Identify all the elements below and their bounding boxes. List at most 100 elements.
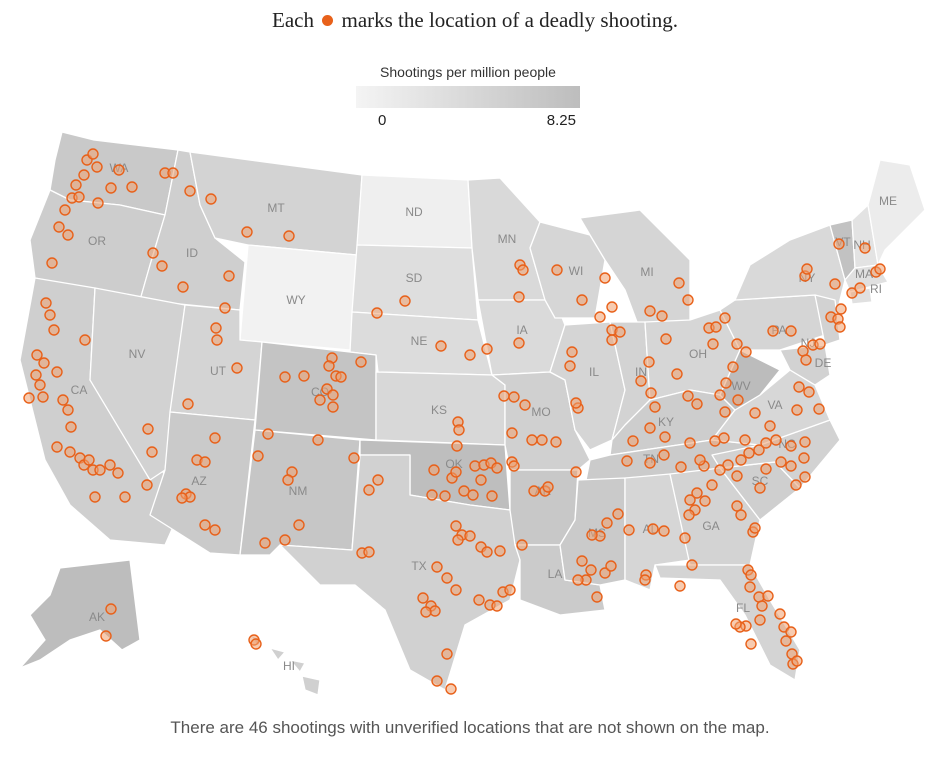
- shooting-marker[interactable]: [450, 520, 462, 532]
- shooting-marker[interactable]: [439, 490, 451, 502]
- shooting-marker[interactable]: [417, 592, 429, 604]
- shooting-marker[interactable]: [464, 530, 476, 542]
- shooting-marker[interactable]: [719, 312, 731, 324]
- shooting-marker[interactable]: [686, 559, 698, 571]
- shooting-marker[interactable]: [431, 675, 443, 687]
- shooting-marker[interactable]: [506, 427, 518, 439]
- shooting-marker[interactable]: [141, 479, 153, 491]
- shooting-marker[interactable]: [656, 310, 668, 322]
- shooting-marker[interactable]: [785, 325, 797, 337]
- shooting-marker[interactable]: [475, 474, 487, 486]
- shooting-marker[interactable]: [859, 242, 871, 254]
- shooting-marker[interactable]: [209, 524, 221, 536]
- shooting-marker[interactable]: [205, 193, 217, 205]
- shooting-marker[interactable]: [643, 356, 655, 368]
- shooting-marker[interactable]: [739, 434, 751, 446]
- shooting-marker[interactable]: [833, 238, 845, 250]
- shooting-marker[interactable]: [104, 459, 116, 471]
- shooting-marker[interactable]: [450, 584, 462, 596]
- shooting-marker[interactable]: [231, 362, 243, 374]
- shooting-marker[interactable]: [486, 490, 498, 502]
- shooting-marker[interactable]: [732, 394, 744, 406]
- shooting-marker[interactable]: [586, 529, 598, 541]
- shooting-marker[interactable]: [623, 524, 635, 536]
- shooting-marker[interactable]: [612, 508, 624, 520]
- shooting-marker[interactable]: [59, 204, 71, 216]
- shooting-marker[interactable]: [675, 461, 687, 473]
- shooting-marker[interactable]: [791, 655, 803, 667]
- shooting-marker[interactable]: [426, 489, 438, 501]
- shooting-marker[interactable]: [813, 403, 825, 415]
- shooting-marker[interactable]: [62, 229, 74, 241]
- shooting-marker[interactable]: [279, 534, 291, 546]
- shooting-marker[interactable]: [105, 603, 117, 615]
- shooting-marker[interactable]: [614, 326, 626, 338]
- shooting-marker[interactable]: [731, 470, 743, 482]
- shooting-marker[interactable]: [51, 366, 63, 378]
- shooting-marker[interactable]: [452, 534, 464, 546]
- shooting-marker[interactable]: [874, 263, 886, 275]
- shooting-marker[interactable]: [770, 434, 782, 446]
- shooting-marker[interactable]: [241, 226, 253, 238]
- shooting-marker[interactable]: [250, 638, 262, 650]
- shooting-marker[interactable]: [323, 360, 335, 372]
- shooting-marker[interactable]: [762, 590, 774, 602]
- shooting-marker[interactable]: [516, 539, 528, 551]
- shooting-marker[interactable]: [679, 532, 691, 544]
- shooting-marker[interactable]: [576, 555, 588, 567]
- shooting-marker[interactable]: [100, 630, 112, 642]
- shooting-marker[interactable]: [754, 614, 766, 626]
- shooting-marker[interactable]: [645, 387, 657, 399]
- shooting-marker[interactable]: [735, 454, 747, 466]
- shooting-marker[interactable]: [644, 305, 656, 317]
- shooting-marker[interactable]: [83, 454, 95, 466]
- shooting-marker[interactable]: [53, 221, 65, 233]
- shooting-marker[interactable]: [785, 460, 797, 472]
- shooting-marker[interactable]: [785, 440, 797, 452]
- shooting-marker[interactable]: [312, 434, 324, 446]
- shooting-marker[interactable]: [112, 467, 124, 479]
- shooting-marker[interactable]: [719, 406, 731, 418]
- shooting-marker[interactable]: [38, 357, 50, 369]
- shooting-marker[interactable]: [744, 581, 756, 593]
- shooting-marker[interactable]: [720, 377, 732, 389]
- shooting-marker[interactable]: [327, 389, 339, 401]
- shooting-marker[interactable]: [793, 381, 805, 393]
- shooting-marker[interactable]: [528, 485, 540, 497]
- shooting-marker[interactable]: [363, 546, 375, 558]
- shooting-marker[interactable]: [441, 648, 453, 660]
- shooting-marker[interactable]: [182, 398, 194, 410]
- shooting-marker[interactable]: [854, 282, 866, 294]
- shooting-marker[interactable]: [327, 401, 339, 413]
- shooting-marker[interactable]: [513, 337, 525, 349]
- shooting-marker[interactable]: [445, 683, 457, 695]
- shooting-marker[interactable]: [481, 546, 493, 558]
- shooting-marker[interactable]: [605, 560, 617, 572]
- shooting-marker[interactable]: [753, 444, 765, 456]
- shooting-marker[interactable]: [146, 446, 158, 458]
- shooting-marker[interactable]: [372, 474, 384, 486]
- shooting-marker[interactable]: [767, 325, 779, 337]
- shooting-marker[interactable]: [37, 391, 49, 403]
- shooting-marker[interactable]: [801, 263, 813, 275]
- shooting-marker[interactable]: [803, 386, 815, 398]
- shooting-marker[interactable]: [262, 428, 274, 440]
- shooting-marker[interactable]: [51, 441, 63, 453]
- shooting-marker[interactable]: [671, 368, 683, 380]
- shooting-marker[interactable]: [491, 600, 503, 612]
- shooting-marker[interactable]: [647, 523, 659, 535]
- shooting-marker[interactable]: [682, 390, 694, 402]
- shooting-marker[interactable]: [259, 537, 271, 549]
- shooting-marker[interactable]: [774, 608, 786, 620]
- shooting-marker[interactable]: [635, 375, 647, 387]
- shooting-marker[interactable]: [572, 574, 584, 586]
- shooting-marker[interactable]: [199, 519, 211, 531]
- shooting-marker[interactable]: [749, 407, 761, 419]
- shooting-marker[interactable]: [791, 404, 803, 416]
- shooting-marker[interactable]: [473, 594, 485, 606]
- shooting-marker[interactable]: [570, 397, 582, 409]
- shooting-marker[interactable]: [760, 437, 772, 449]
- shooting-marker[interactable]: [70, 179, 82, 191]
- shooting-marker[interactable]: [764, 420, 776, 432]
- shooting-marker[interactable]: [706, 479, 718, 491]
